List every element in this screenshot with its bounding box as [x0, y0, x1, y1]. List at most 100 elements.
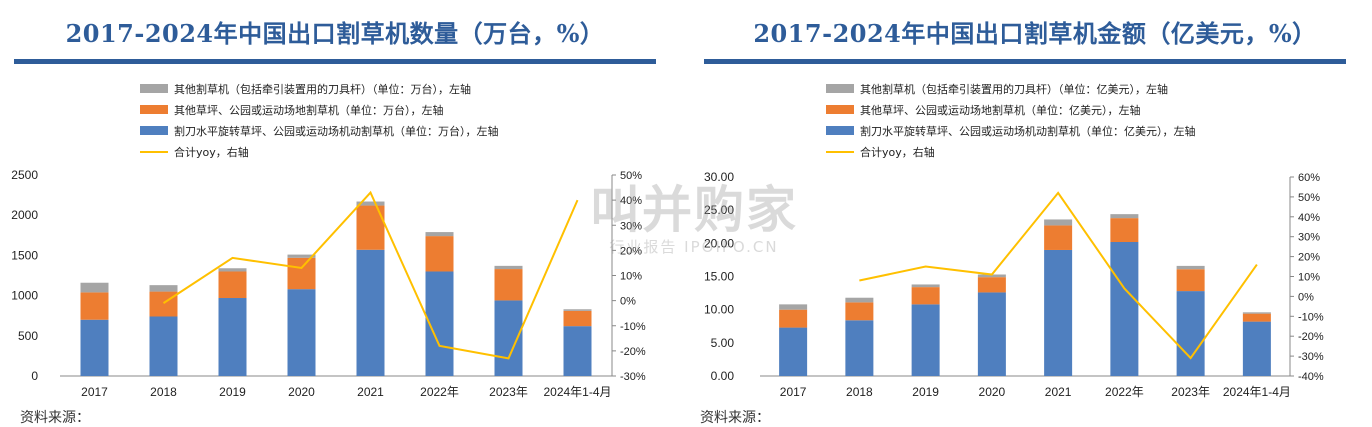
y-right-tick-label: 20%	[620, 245, 642, 257]
bar-other	[1044, 219, 1072, 225]
y-right-tick-label: 30%	[1298, 232, 1320, 244]
x-tick-label: 2019	[912, 385, 939, 399]
x-tick-label: 2024年1-4月	[543, 385, 611, 399]
y-left-tick-label: 20.00	[704, 236, 734, 250]
bar-other	[81, 283, 109, 293]
legend-item-rotary: 割刀水平旋转草坪、公园或运动场机动割草机（单位：万台），左轴	[140, 120, 499, 141]
legend: 其他割草机（包括牵引装置用的刀具杆）（单位：亿美元），左轴 其他草坪、公园或运动…	[826, 78, 1196, 162]
y-right-tick-label: 0%	[1298, 291, 1314, 303]
bar-rotary	[564, 326, 592, 376]
bar-rotary	[978, 292, 1006, 376]
x-tick-label: 2018	[150, 385, 177, 399]
bar-lawn	[426, 236, 454, 271]
y-right-tick-label: 60%	[1298, 172, 1320, 184]
title-underline	[14, 59, 656, 64]
y-right-tick-label: 40%	[620, 195, 642, 207]
legend-item-other: 其他割草机（包括牵引装置用的刀具杆）（单位：亿美元），左轴	[826, 78, 1196, 99]
x-tick-label: 2024年1-4月	[1223, 385, 1291, 399]
y-left-tick-label: 0.00	[711, 369, 735, 383]
legend-item-lawn: 其他草坪、公园或运动场地割草机（单位：万台），左轴	[140, 99, 499, 120]
y-left-tick-label: 500	[18, 329, 38, 343]
bar-other	[1110, 214, 1138, 218]
bar-other	[1177, 266, 1205, 269]
legend-item-yoy: 合计yoy，右轴	[826, 141, 1196, 162]
x-tick-label: 2021	[1045, 385, 1072, 399]
bar-lawn	[1110, 218, 1138, 242]
bar-lawn	[1044, 225, 1072, 250]
legend-swatch-other	[826, 84, 854, 93]
bar-rotary	[219, 298, 247, 376]
chart-panel-value: 2017-2024年中国出口割草机金额（亿美元，%） 其他割草机（包括牵引装置用…	[700, 0, 1370, 419]
bar-other	[426, 232, 454, 236]
bar-rotary	[288, 289, 316, 376]
x-tick-label: 2022年	[420, 385, 459, 399]
bar-rotary	[912, 304, 940, 376]
bar-other	[219, 268, 247, 271]
legend-item-other: 其他割草机（包括牵引装置用的刀具杆）（单位：万台），左轴	[140, 78, 499, 99]
bar-rotary	[845, 320, 873, 376]
y-left-tick-label: 10.00	[704, 303, 734, 317]
legend-label: 割刀水平旋转草坪、公园或运动场机动割草机（单位：亿美元），左轴	[860, 123, 1196, 139]
bar-lawn	[845, 302, 873, 320]
x-tick-label: 2023年	[1171, 385, 1210, 399]
legend-label: 合计yoy，右轴	[174, 144, 249, 160]
legend-label: 其他草坪、公园或运动场地割草机（单位：万台），左轴	[174, 102, 444, 118]
y-right-tick-label: -30%	[620, 371, 646, 383]
title-underline	[704, 59, 1346, 64]
legend-label: 其他割草机（包括牵引装置用的刀具杆）（单位：万台），左轴	[174, 81, 471, 97]
y-right-tick-label: 50%	[620, 170, 642, 182]
x-tick-label: 2017	[81, 385, 108, 399]
x-tick-label: 2022年	[1105, 385, 1144, 399]
y-right-tick-label: 10%	[1298, 272, 1320, 284]
bar-lawn	[912, 287, 940, 304]
y-right-tick-label: -20%	[1298, 331, 1324, 343]
bar-lawn	[1177, 269, 1205, 291]
x-tick-label: 2021	[357, 385, 384, 399]
y-right-tick-label: 20%	[1298, 252, 1320, 264]
plot-area-value: 0.005.0010.0015.0020.0025.0030.00-40%-30…	[700, 160, 1370, 410]
y-right-tick-label: -10%	[1298, 311, 1324, 323]
bar-lawn	[150, 292, 178, 317]
legend-swatch-yoy	[140, 151, 168, 153]
x-tick-label: 2019	[219, 385, 246, 399]
legend-label: 合计yoy，右轴	[860, 144, 935, 160]
chart-title: 2017-2024年中国出口割草机数量（万台，%）	[0, 14, 670, 49]
bar-other	[779, 304, 807, 309]
source-note-left: 资料来源：	[20, 407, 90, 427]
bar-lawn	[779, 310, 807, 328]
y-right-tick-label: -20%	[620, 346, 646, 358]
bar-lawn	[219, 271, 247, 298]
y-right-tick-label: -40%	[1298, 371, 1324, 383]
y-right-tick-label: -10%	[620, 321, 646, 333]
y-left-tick-label: 2000	[11, 208, 38, 222]
bar-lawn	[978, 277, 1006, 292]
bar-rotary	[150, 317, 178, 376]
x-tick-label: 2018	[846, 385, 873, 399]
plot-area-quantity: 05001000150020002500-30%-20%-10%0%10%20%…	[0, 160, 670, 410]
legend-swatch-lawn	[826, 105, 854, 114]
bar-rotary	[1110, 242, 1138, 376]
legend-label: 其他割草机（包括牵引装置用的刀具杆）（单位：亿美元），左轴	[860, 81, 1168, 97]
y-right-tick-label: 30%	[620, 220, 642, 232]
source-note-right: 资料来源：	[700, 407, 770, 427]
bar-other	[564, 309, 592, 311]
chart-title: 2017-2024年中国出口割草机金额（亿美元，%）	[700, 14, 1370, 49]
chart-panel-quantity: 2017-2024年中国出口割草机数量（万台，%） 其他割草机（包括牵引装置用的…	[0, 0, 670, 419]
y-right-tick-label: 10%	[620, 271, 642, 283]
y-left-tick-label: 2500	[11, 168, 38, 182]
y-left-tick-label: 1000	[11, 289, 38, 303]
bar-rotary	[357, 250, 385, 376]
bar-lawn	[564, 311, 592, 326]
bar-lawn	[81, 292, 109, 319]
bar-rotary	[1044, 250, 1072, 376]
bar-rotary	[1177, 291, 1205, 376]
bar-rotary	[1243, 322, 1271, 376]
y-right-tick-label: 50%	[1298, 192, 1320, 204]
legend: 其他割草机（包括牵引装置用的刀具杆）（单位：万台），左轴 其他草坪、公园或运动场…	[140, 78, 499, 162]
y-left-tick-label: 30.00	[704, 170, 734, 184]
legend-swatch-rotary	[826, 126, 854, 135]
legend-swatch-rotary	[140, 126, 168, 135]
legend-item-yoy: 合计yoy，右轴	[140, 141, 499, 162]
legend-item-lawn: 其他草坪、公园或运动场地割草机（单位：亿美元），左轴	[826, 99, 1196, 120]
y-right-tick-label: 0%	[620, 296, 636, 308]
